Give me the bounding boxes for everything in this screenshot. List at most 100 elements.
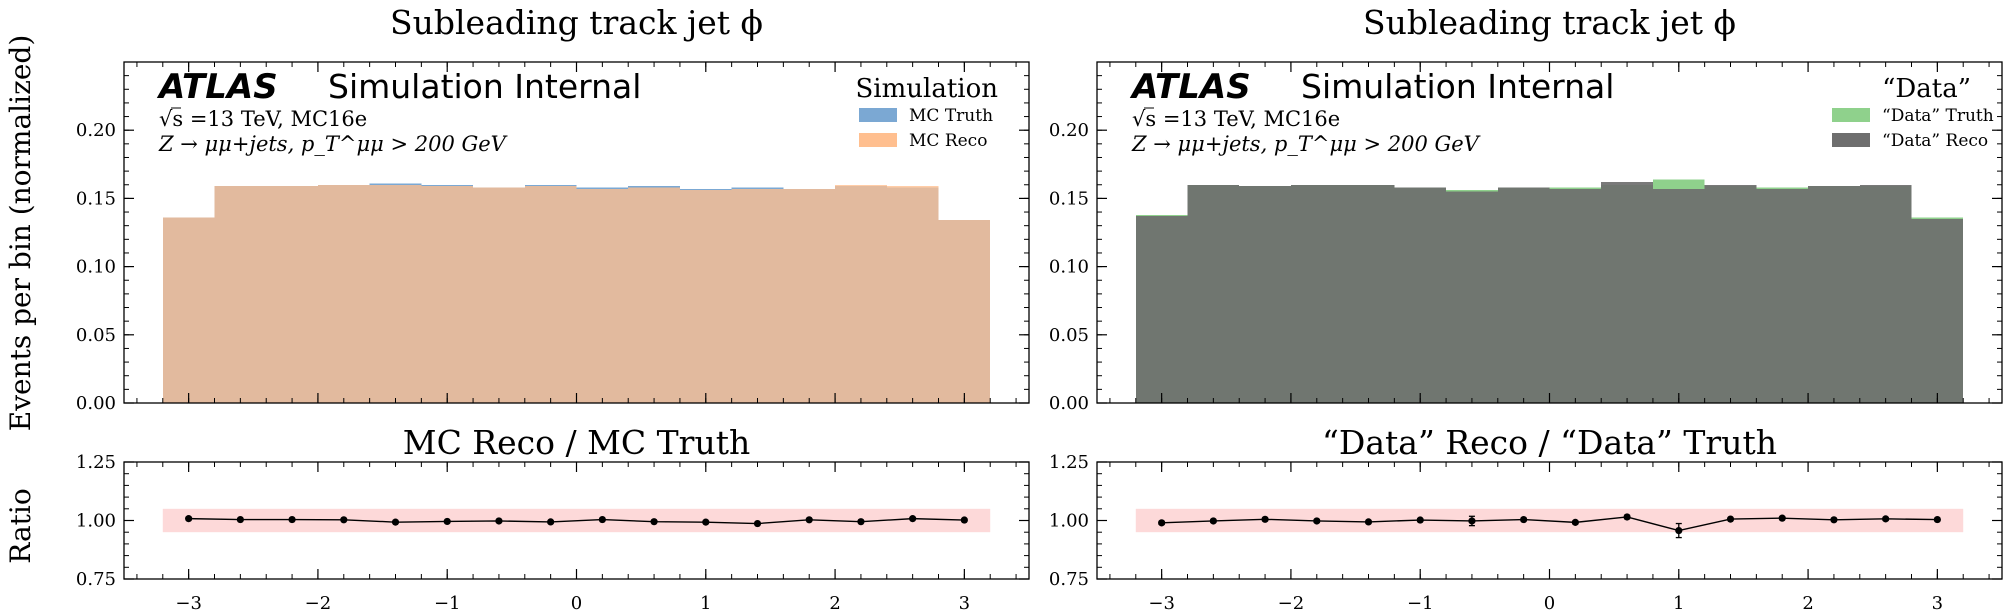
hist-bar bbox=[1342, 184, 1395, 403]
ratio-point bbox=[857, 518, 865, 526]
panel-title: Subleading track jet ϕ bbox=[1363, 3, 1736, 42]
atlas-label-suffix: Simulation Internal bbox=[1301, 67, 1614, 106]
ratio-point bbox=[1830, 516, 1838, 524]
y-tick-label: 0.00 bbox=[76, 393, 116, 414]
hist-bar bbox=[576, 188, 629, 403]
x-tick-label: −1 bbox=[434, 593, 461, 611]
hist-bar bbox=[1859, 184, 1912, 403]
ratio-point bbox=[495, 517, 503, 525]
ratio-point bbox=[960, 516, 968, 524]
y-tick-label: 0.15 bbox=[1049, 188, 1089, 209]
ratio-point bbox=[1675, 526, 1683, 535]
hist-bar bbox=[1601, 182, 1653, 403]
legend-label: MC Reco bbox=[909, 131, 987, 151]
ratio-point bbox=[702, 518, 710, 526]
hist-bar bbox=[1549, 188, 1602, 403]
ratio-point bbox=[1571, 518, 1579, 526]
ratio-line bbox=[188, 517, 965, 525]
ratio-point bbox=[236, 515, 244, 524]
panel-title: Subleading track jet ϕ bbox=[390, 3, 763, 42]
hist-bar bbox=[1497, 187, 1550, 403]
ratio-point bbox=[650, 518, 658, 526]
ratio-point bbox=[1520, 515, 1528, 524]
hist-bar bbox=[266, 186, 318, 403]
legend-swatch bbox=[859, 133, 897, 147]
ratio-line bbox=[1161, 516, 1938, 532]
hist-bar bbox=[473, 187, 525, 403]
x-tick-label: 0 bbox=[1544, 593, 1555, 611]
ratio-title: “Data” Reco / “Data” Truth bbox=[1322, 423, 1777, 462]
x-tick-label: 1 bbox=[700, 593, 711, 611]
legend-title: Simulation bbox=[855, 74, 998, 104]
hist-bar bbox=[524, 186, 577, 403]
hist-bar bbox=[886, 186, 939, 403]
hist-bar bbox=[1446, 191, 1498, 403]
ratio-point bbox=[1882, 515, 1890, 523]
ratio-point bbox=[391, 518, 400, 526]
ratio-point bbox=[547, 518, 555, 526]
legend-swatch bbox=[859, 108, 897, 122]
hist-bar bbox=[731, 188, 784, 403]
x-tick-label: 2 bbox=[829, 593, 840, 611]
x-tick-label: 2 bbox=[1802, 593, 1813, 611]
panel-bottom-right: “Data” Reco / “Data” Truth −3 −2 −1 0 1 2 3 0.75… bbox=[1049, 423, 2003, 611]
y-tick-label: 0.20 bbox=[76, 120, 116, 141]
ratio-point bbox=[1468, 517, 1476, 525]
x-tick-label: 3 bbox=[959, 593, 970, 611]
selection-label: Z → μμ+jets, p_T^μμ > 200 GeV bbox=[1131, 132, 1481, 156]
x-tick-label: 1 bbox=[1673, 593, 1684, 611]
hist-bar bbox=[835, 184, 887, 403]
ratio-point bbox=[1158, 519, 1166, 527]
y-tick-label: 1.25 bbox=[76, 452, 116, 473]
hist-bar bbox=[679, 190, 732, 403]
x-tick-label: −3 bbox=[1148, 593, 1175, 611]
atlas-label-suffix: Simulation Internal bbox=[328, 67, 641, 106]
legend-swatch bbox=[1832, 108, 1870, 122]
y-tick-label: 0.10 bbox=[1049, 257, 1089, 278]
panel-bottom-left: MC Reco / MC Truth −3 −2 −1 0 1 2 3 0.75 1.00 1.25 bbox=[76, 423, 1030, 611]
y-tick-label: 1.25 bbox=[1049, 452, 1089, 473]
hist-bar bbox=[214, 186, 267, 403]
ratio-point bbox=[1726, 515, 1735, 523]
x-tick-label: 0 bbox=[571, 593, 582, 611]
ratio-point bbox=[909, 515, 917, 523]
ratio-point bbox=[805, 516, 813, 524]
ratio-point bbox=[1933, 515, 1941, 524]
ratio-point bbox=[1364, 518, 1373, 526]
panel-top-right: Subleading track jet ϕ 0.00 0.05 0.10 0.15 0.… bbox=[1049, 3, 2003, 414]
ratio-point bbox=[288, 515, 296, 524]
selection-label: Z → μμ+jets, p_T^μμ > 200 GeV bbox=[158, 132, 508, 156]
shared-ylabel-bottom: Ratio bbox=[4, 488, 37, 563]
hist-bar bbox=[1394, 187, 1447, 403]
ratio-point bbox=[443, 517, 451, 526]
legend-label: “Data” Reco bbox=[1882, 131, 1988, 151]
hist-bar bbox=[1652, 188, 1705, 403]
hist-bar bbox=[938, 220, 991, 403]
hist-bar bbox=[1135, 216, 1188, 403]
legend-label: MC Truth bbox=[909, 106, 993, 126]
ratio-title: MC Reco / MC Truth bbox=[403, 423, 750, 462]
y-tick-label: 0.15 bbox=[76, 188, 116, 209]
x-tick-label: −3 bbox=[175, 593, 202, 611]
legend-title: “Data” bbox=[1882, 74, 1971, 104]
y-tick-label: 1.00 bbox=[1049, 511, 1089, 532]
hist-bar bbox=[317, 184, 370, 403]
y-tick-label: 0.00 bbox=[1049, 393, 1089, 414]
hist-bar bbox=[783, 188, 836, 403]
hist-bar bbox=[421, 186, 474, 403]
legend-swatch bbox=[1832, 133, 1870, 147]
energy-label: √s =13 TeV, MC16e bbox=[1132, 107, 1340, 131]
hist-bar bbox=[1239, 186, 1291, 403]
y-tick-label: 0.75 bbox=[76, 569, 116, 590]
ratio-point bbox=[1778, 514, 1786, 522]
hist-bar bbox=[1911, 218, 1964, 403]
ratio-point bbox=[185, 515, 193, 523]
ratio-point bbox=[1416, 516, 1424, 524]
legend-label: “Data” Truth bbox=[1882, 106, 1994, 126]
y-tick-label: 0.05 bbox=[1049, 325, 1089, 346]
atlas-label: ATLAS bbox=[1129, 67, 1251, 107]
y-tick-label: 1.00 bbox=[76, 511, 116, 532]
ratio-point bbox=[1209, 517, 1217, 525]
ratio-point bbox=[1623, 513, 1631, 521]
